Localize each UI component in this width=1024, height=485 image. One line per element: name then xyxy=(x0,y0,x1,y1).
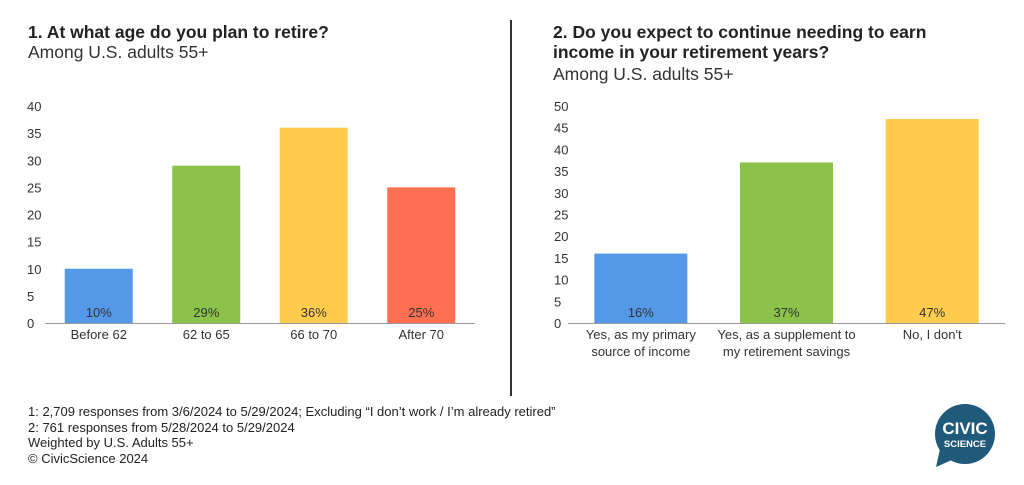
chart1-bar-value-label: 25% xyxy=(408,305,434,320)
panel-divider xyxy=(510,20,512,396)
chart1-ytick-label: 30 xyxy=(27,153,41,168)
chart2-ytick-label: 40 xyxy=(554,142,568,157)
chart2-title-line-2: income in your retirement years? xyxy=(553,42,830,62)
chart1-bar xyxy=(64,268,133,323)
chart2-category-label: Yes, as a supplement to xyxy=(717,327,855,342)
chart1-category-label: 66 to 70 xyxy=(290,327,337,342)
chart2-bar-value-label: 47% xyxy=(919,305,945,320)
chart2-category-label: source of income xyxy=(591,344,690,359)
footnotes: 1: 2,709 responses from 3/6/2024 to 5/29… xyxy=(28,404,556,466)
chart2-ytick-label: 45 xyxy=(554,121,568,136)
chart1-ytick-label: 25 xyxy=(27,180,41,195)
chart2-category-label: my retirement savings xyxy=(723,344,851,359)
chart2-ytick-label: 5 xyxy=(554,294,561,309)
chart1-ytick-label: 15 xyxy=(27,235,41,250)
chart1-ytick-label: 35 xyxy=(27,126,41,141)
chart2-title: 2. Do you expect to continue needing to … xyxy=(553,22,993,62)
chart2-ytick-label: 50 xyxy=(554,99,568,114)
chart2-bar xyxy=(594,253,688,323)
footnote-2: 2: 761 responses from 5/28/2024 to 5/29/… xyxy=(28,419,295,435)
chart2-subtitle: Among U.S. adults 55+ xyxy=(553,64,734,84)
chart2-ytick-label: 15 xyxy=(554,251,568,266)
logo-text-science: SCIENCE xyxy=(944,439,986,450)
chart2-category-label: No, I don't xyxy=(903,327,962,342)
chart2-bar-value-label: 37% xyxy=(773,305,799,320)
chart2-category-label: Yes, as my primary xyxy=(586,327,697,342)
chart1-bar xyxy=(279,127,348,323)
chart1-bar-value-label: 10% xyxy=(86,305,112,320)
chart2-bar-value-label: 16% xyxy=(628,305,654,320)
chart1-bar-value-label: 29% xyxy=(193,305,219,320)
chart2-ytick-label: 20 xyxy=(554,229,568,244)
footnote-weighting: Weighted by U.S. Adults 55+ xyxy=(28,435,194,450)
chart2-ytick-label: 0 xyxy=(554,316,561,331)
copyright: © CivicScience 2024 xyxy=(28,450,149,466)
chart2-title-line-1: 2. Do you expect to continue needing to … xyxy=(553,22,927,42)
footnote-1: 1: 2,709 responses from 3/6/2024 to 5/29… xyxy=(28,404,556,419)
chart2-bar xyxy=(885,119,979,324)
chart1-category-label: 62 to 65 xyxy=(183,327,230,342)
chart2-ytick-label: 30 xyxy=(554,186,568,201)
logo-speech-tail xyxy=(936,449,954,467)
chart1-ytick-label: 0 xyxy=(27,316,34,331)
chart2-bar xyxy=(740,162,833,323)
chart1-bar xyxy=(387,187,456,323)
chart1-category-label: Before 62 xyxy=(71,327,127,342)
chart2-ytick-label: 10 xyxy=(554,273,568,288)
chart1-subtitle: Among U.S. adults 55+ xyxy=(28,42,209,62)
chart1-bar xyxy=(172,165,241,323)
civicscience-logo: CIVIC SCIENCE xyxy=(935,404,995,467)
chart1-category-label: After 70 xyxy=(398,327,444,342)
logo-text-civic: CIVIC xyxy=(942,419,987,438)
chart1-ytick-label: 5 xyxy=(27,289,34,304)
chart1-title: 1. At what age do you plan to retire? xyxy=(28,22,329,42)
chart1-ytick-label: 40 xyxy=(27,99,41,114)
chart1-ytick-label: 10 xyxy=(27,262,41,277)
chart1-bar-value-label: 36% xyxy=(301,305,327,320)
chart1-ytick-label: 20 xyxy=(27,208,41,223)
chart2-ytick-label: 35 xyxy=(554,164,568,179)
chart2-ytick-label: 25 xyxy=(554,208,568,223)
logo-badge xyxy=(935,404,995,464)
